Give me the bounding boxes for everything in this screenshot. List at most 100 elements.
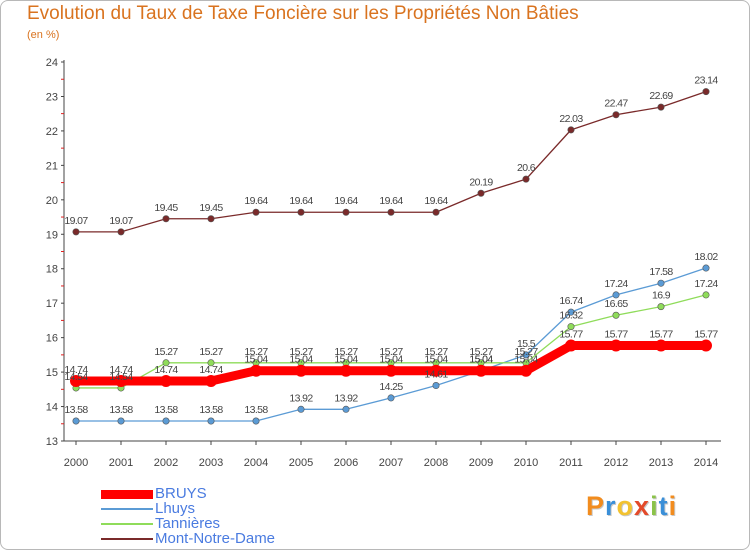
data-point	[162, 359, 170, 367]
data-point	[522, 351, 530, 359]
chart-title: Evolution du Taux de Taxe Foncière sur l…	[27, 3, 579, 24]
data-label: 13.92	[289, 392, 313, 404]
data-point	[477, 189, 485, 197]
data-label: 16.65	[604, 298, 628, 310]
data-label: 19.07	[64, 215, 88, 227]
y-tick-label: 24	[46, 57, 58, 69]
data-point	[297, 405, 305, 413]
data-point	[432, 382, 440, 390]
data-label: 18.02	[694, 251, 718, 263]
data-label: 14.54	[109, 371, 133, 383]
logo-letter: r	[605, 491, 617, 521]
data-label: 15.27	[424, 346, 448, 358]
data-label: 14.74	[154, 364, 178, 376]
x-tick-label: 2008	[424, 457, 448, 469]
data-label: 19.64	[334, 195, 358, 207]
data-point	[297, 208, 305, 216]
legend-item: Lhuys	[101, 500, 401, 517]
legend-label: Lhuys	[155, 500, 196, 517]
x-tick-label: 2004	[244, 457, 268, 469]
data-label: 13.58	[64, 404, 88, 416]
data-point	[207, 215, 215, 223]
y-tick-label: 23	[46, 91, 58, 103]
data-label: 14.74	[64, 364, 88, 376]
data-label: 15.27	[334, 346, 358, 358]
data-label: 22.47	[604, 98, 628, 110]
series-points	[70, 88, 712, 425]
data-label: 15.27	[154, 346, 178, 358]
data-point	[115, 375, 127, 388]
data-label: 14.54	[64, 371, 88, 383]
data-label: 15.27	[514, 346, 538, 358]
data-label: 15.27	[289, 346, 313, 358]
data-point	[702, 264, 710, 272]
legend-label: Mont-Notre-Dame	[155, 530, 276, 547]
legend-swatch	[101, 538, 153, 540]
x-tick-label: 2006	[334, 457, 358, 469]
data-label: 19.64	[424, 195, 448, 207]
x-tick-label: 2011	[559, 457, 583, 469]
y-tick-label: 19	[46, 229, 58, 241]
data-label: 15.27	[244, 346, 268, 358]
data-label: 16.9	[652, 290, 671, 302]
data-label: 19.64	[289, 195, 313, 207]
data-label: 15.77	[559, 329, 583, 341]
legend-label: Tannières	[155, 515, 221, 532]
data-point	[70, 375, 82, 388]
data-point	[700, 339, 712, 352]
data-point	[657, 279, 665, 287]
y-tick-label: 15	[46, 367, 58, 379]
data-point	[387, 208, 395, 216]
data-point	[520, 364, 532, 377]
x-tick-label: 2007	[379, 457, 403, 469]
data-point	[430, 364, 442, 377]
data-point	[612, 111, 620, 119]
data-point	[567, 126, 575, 134]
data-point	[252, 417, 260, 425]
data-point	[385, 364, 397, 377]
data-label: 17.58	[649, 266, 673, 278]
data-label: 20.6	[517, 162, 536, 174]
data-labels: 19.07 19.07 19.45 19.45 19.64 19.64 19.64 19.64…	[64, 75, 719, 416]
data-point	[702, 88, 710, 96]
x-tick-label: 2002	[154, 457, 178, 469]
data-point	[567, 323, 575, 331]
data-label: 14.25	[379, 381, 403, 393]
logo-letter: x	[634, 491, 651, 521]
x-tick-label: 2000	[64, 457, 88, 469]
data-label: 15.27	[469, 346, 493, 358]
legend-item: Tannières	[101, 515, 401, 532]
data-point	[160, 375, 172, 388]
data-point	[342, 405, 350, 413]
chart-unit-label: (en %)	[27, 29, 60, 41]
data-label: 16.32	[559, 310, 583, 322]
data-label: 15.27	[379, 346, 403, 358]
y-tick-label: 16	[46, 333, 58, 345]
data-label: 15.04	[514, 354, 538, 366]
data-label: 14.74	[109, 364, 133, 376]
data-label: 17.24	[694, 278, 718, 290]
data-label: 19.07	[109, 215, 133, 227]
x-tick-label: 2014	[694, 457, 718, 469]
data-point	[252, 208, 260, 216]
data-label: 19.64	[244, 195, 268, 207]
data-label: 13.58	[244, 404, 268, 416]
data-point	[205, 375, 217, 388]
y-tick-label: 14	[46, 402, 58, 414]
data-label: 13.58	[199, 404, 223, 416]
data-label: 15.04	[469, 354, 493, 366]
data-point	[610, 339, 622, 352]
data-label: 15.77	[694, 329, 718, 341]
data-point	[657, 303, 665, 311]
data-point	[565, 339, 577, 352]
x-tick-label: 2001	[109, 457, 133, 469]
data-point	[702, 291, 710, 299]
data-label: 20.19	[469, 176, 493, 188]
data-label: 22.69	[649, 90, 673, 102]
data-point	[567, 308, 575, 316]
legend-label: BRUYS	[155, 485, 207, 502]
data-label: 17.24	[604, 278, 628, 290]
y-tick-label: 17	[46, 298, 58, 310]
